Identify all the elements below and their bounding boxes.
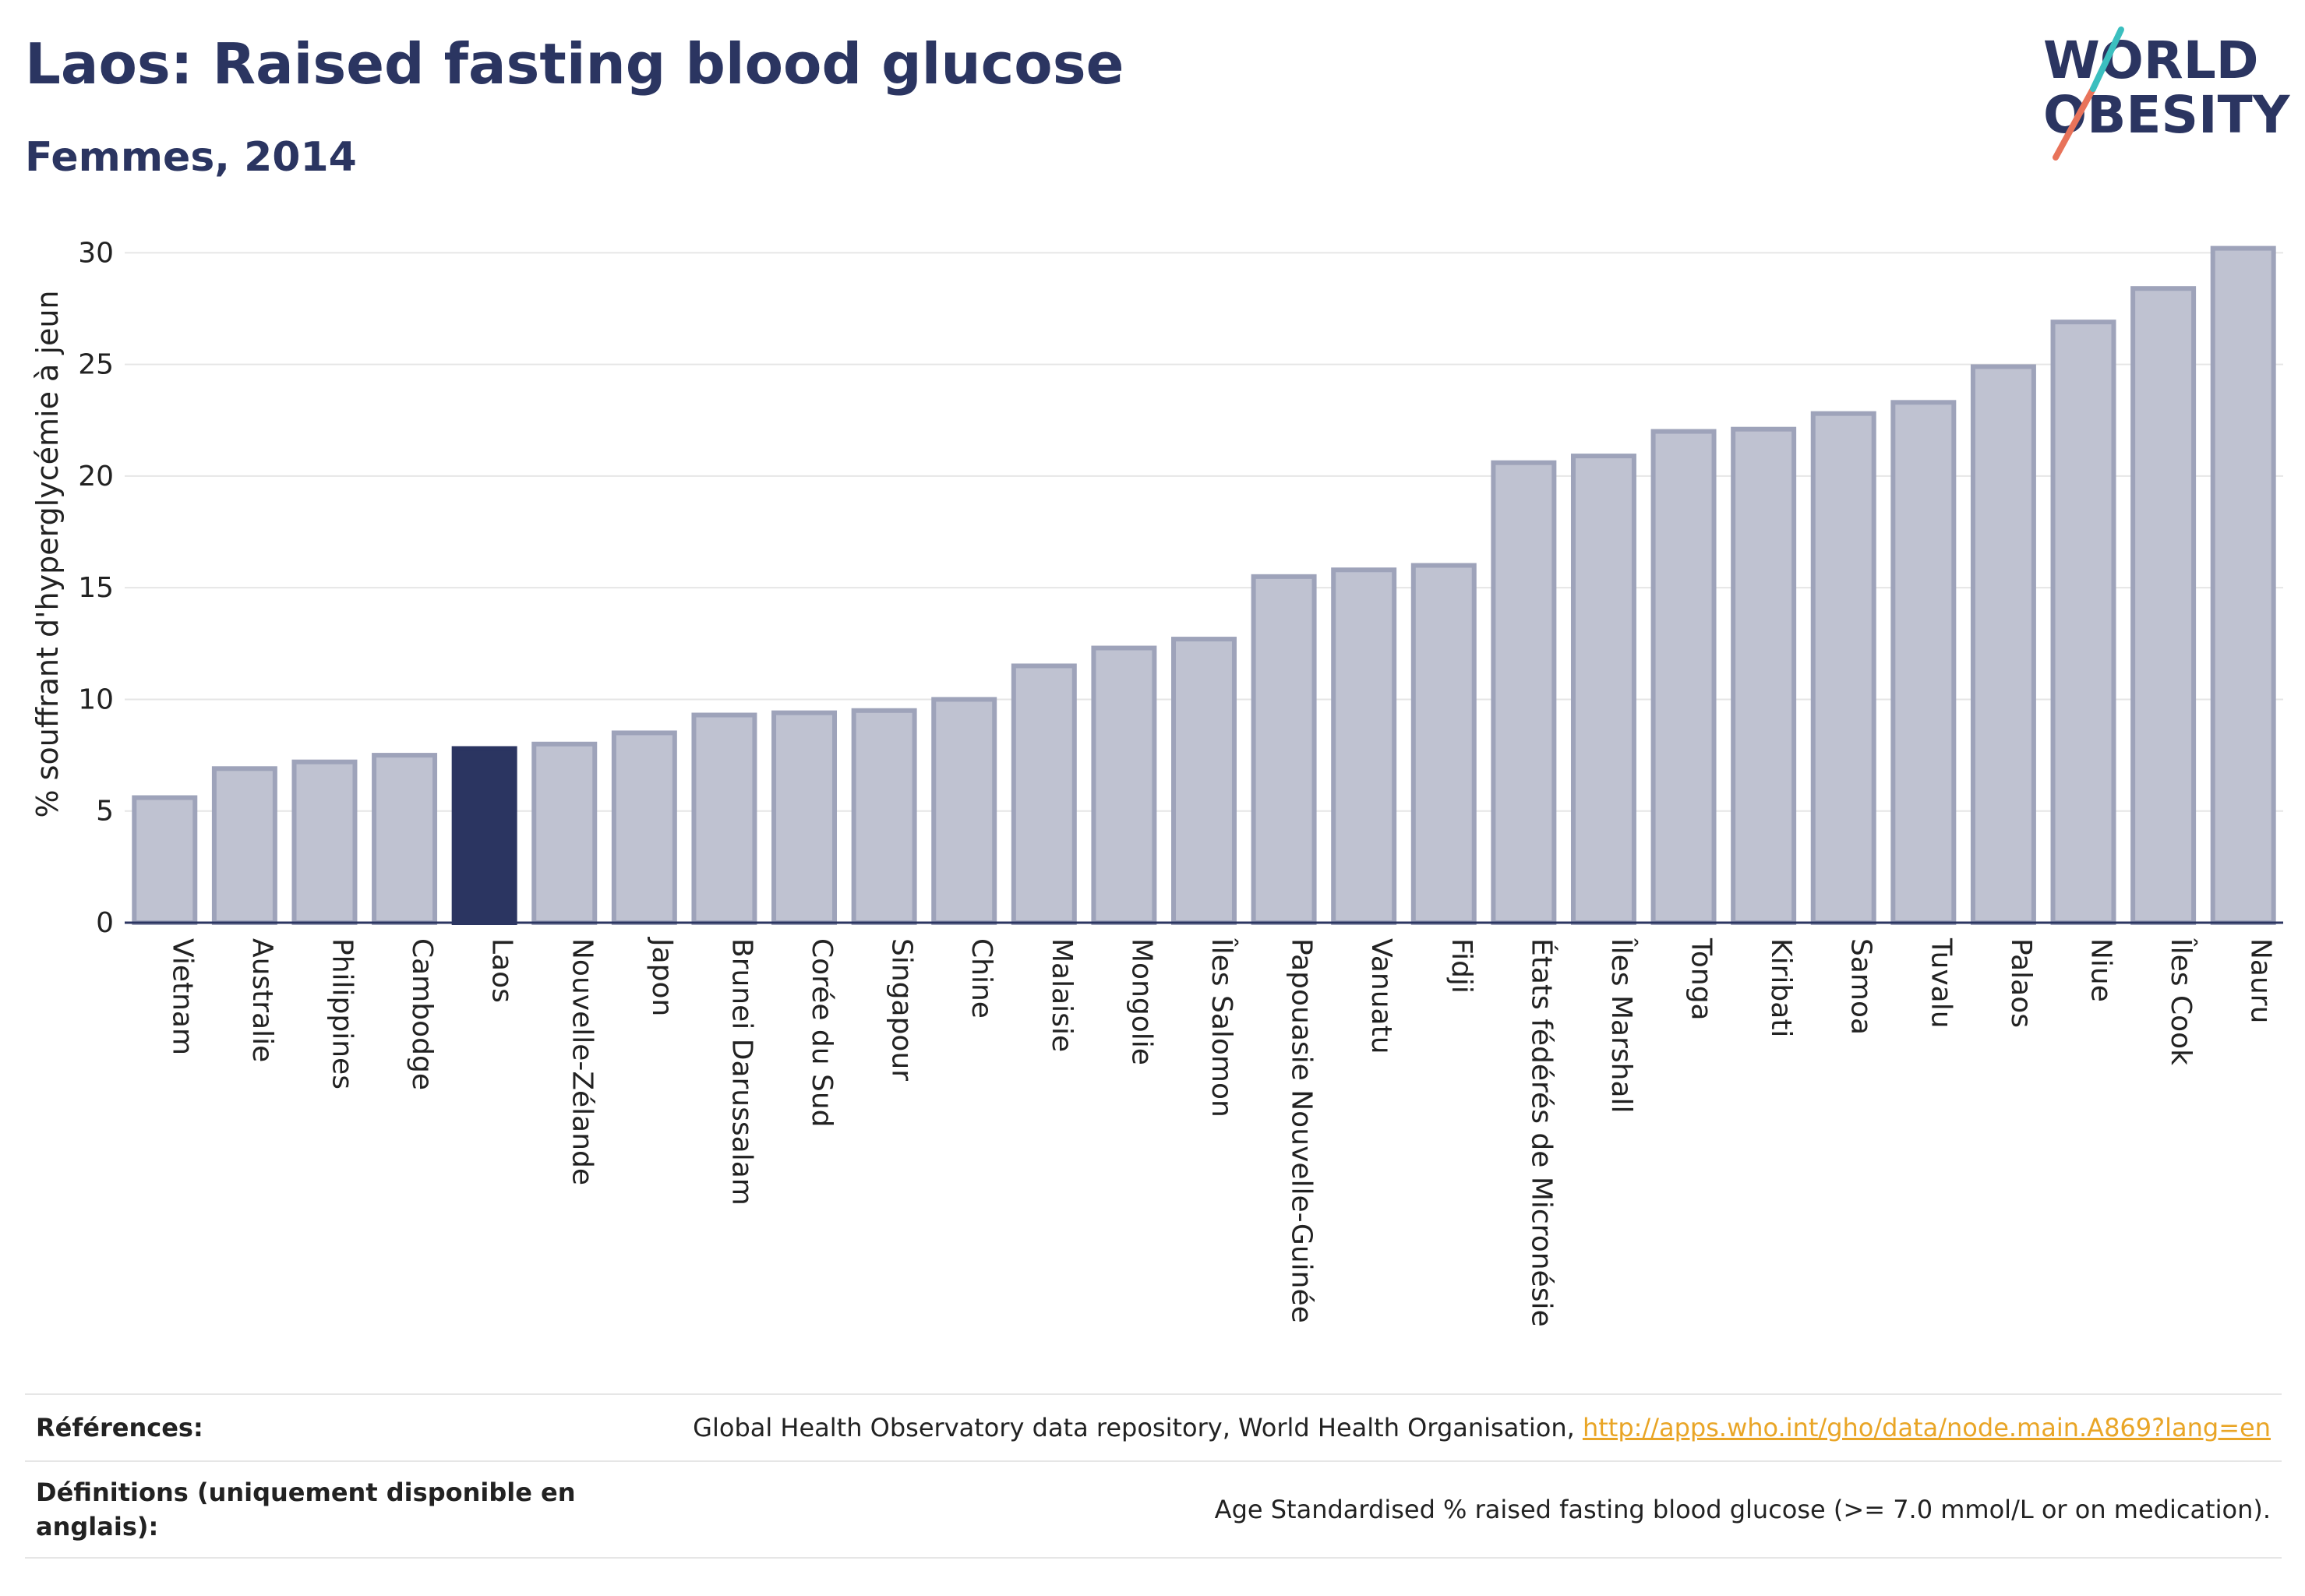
bar xyxy=(611,730,677,925)
y-tick-label: 30 xyxy=(78,237,114,269)
x-tick-label: Cambodge xyxy=(406,938,438,1090)
bar xyxy=(1171,637,1237,925)
x-tick-label: Niue xyxy=(2085,938,2117,1002)
bar xyxy=(2050,320,2116,925)
x-tick-label: Singapour xyxy=(886,938,918,1081)
logo-text-world: WORLD xyxy=(2043,30,2259,90)
definitions-label: Définitions (uniquement disponible en an… xyxy=(36,1478,576,1541)
y-tick-label: 15 xyxy=(78,572,114,604)
x-tick-label: Palaos xyxy=(2005,938,2037,1028)
bar xyxy=(132,795,198,926)
bar xyxy=(851,708,917,926)
y-axis-ticks: 0 5 10 15 20 25 30 xyxy=(78,237,114,939)
x-tick-label: Tonga xyxy=(1686,937,1717,1021)
bar xyxy=(1091,645,1157,925)
x-tick-label: Tuvalu xyxy=(1925,937,1957,1029)
bar xyxy=(691,712,757,925)
y-tick-label: 0 xyxy=(96,907,114,939)
bar xyxy=(1491,460,1557,925)
x-tick-label: Fidji xyxy=(1445,938,1477,994)
definitions-value: Age Standardised % raised fasting blood … xyxy=(1214,1495,2271,1524)
bar-highlight xyxy=(451,746,517,925)
y-axis-label: % souffrant d'hyperglycémie à jeun xyxy=(30,290,65,817)
bar xyxy=(1410,563,1477,925)
x-tick-label: Kiribati xyxy=(1765,938,1797,1037)
y-tick-label: 10 xyxy=(78,683,114,715)
bar xyxy=(1251,574,1317,925)
bar xyxy=(1011,663,1077,926)
bar xyxy=(1331,567,1397,925)
chart-title: Laos: Raised fasting blood glucose xyxy=(25,31,1124,97)
logo-slash-coral xyxy=(2053,86,2096,161)
bar xyxy=(771,710,838,925)
x-tick-label: Papouasie Nouvelle-Guinée xyxy=(1286,938,1318,1323)
x-tick-label: Brunei Darussalam xyxy=(725,938,757,1206)
references-row: Références: Global Health Observatory da… xyxy=(25,1393,2282,1460)
y-tick-label: 25 xyxy=(78,349,114,381)
x-tick-label: Malaisie xyxy=(1046,938,1078,1052)
bar xyxy=(1810,411,1876,925)
y-tick-label: 20 xyxy=(78,461,114,493)
bar xyxy=(211,766,277,925)
bar xyxy=(931,697,997,925)
bar xyxy=(1970,364,2036,926)
x-tick-label: Îles Cook xyxy=(2165,937,2197,1065)
definitions-row: Définitions (uniquement disponible en an… xyxy=(25,1460,2282,1559)
bar xyxy=(1650,429,1717,925)
bars xyxy=(132,245,2276,926)
x-tick-label: Îles Marshall xyxy=(1605,937,1638,1114)
world-obesity-logo[interactable]: WORLD OBESITY xyxy=(2034,23,2291,164)
bar xyxy=(372,753,438,925)
bar xyxy=(1731,426,1797,925)
references-value: Global Health Observatory data repositor… xyxy=(693,1411,2282,1445)
bar xyxy=(531,741,598,925)
x-tick-label: Vanuatu xyxy=(1365,938,1397,1054)
x-tick-label: Australie xyxy=(246,938,278,1062)
bar xyxy=(2130,286,2197,925)
x-tick-label: Chine xyxy=(965,938,997,1019)
bar xyxy=(1570,454,1636,925)
x-tick-label: Nouvelle-Zélande xyxy=(566,938,598,1185)
references-table: Références: Global Health Observatory da… xyxy=(25,1393,2282,1559)
chart-subtitle: Femmes, 2014 xyxy=(25,134,357,181)
bar xyxy=(1890,400,1957,925)
x-tick-label: Samoa xyxy=(1845,938,1877,1035)
x-tick-label: États fédérés de Micronésie xyxy=(1525,938,1558,1327)
x-axis-labels: Vietnam Australie Philippines Cambodge Laos N… xyxy=(166,937,2276,1327)
x-tick-label: Japon xyxy=(646,937,678,1016)
references-link[interactable]: http://apps.who.int/gho/data/node.main.A… xyxy=(1582,1413,2271,1442)
x-tick-label: Îles Salomon xyxy=(1205,937,1238,1118)
bar-chart: 0 5 10 15 20 25 30 Vietnam Australie Philippines… xyxy=(30,237,2283,1327)
x-tick-label: Nauru xyxy=(2245,938,2277,1023)
logo-slash-teal xyxy=(2090,26,2124,92)
logo-text-obesity: OBESITY xyxy=(2043,85,2291,145)
references-label: Références: xyxy=(36,1413,203,1442)
x-tick-label: Mongolie xyxy=(1125,938,1157,1065)
x-tick-label: Philippines xyxy=(326,938,358,1089)
x-tick-label: Vietnam xyxy=(166,938,198,1055)
bar xyxy=(291,759,358,926)
x-tick-label: Corée du Sud xyxy=(806,938,838,1128)
bar xyxy=(2210,245,2276,925)
references-text: Global Health Observatory data repositor… xyxy=(693,1413,1583,1442)
y-tick-label: 5 xyxy=(96,796,114,828)
x-tick-label: Laos xyxy=(486,938,518,1003)
